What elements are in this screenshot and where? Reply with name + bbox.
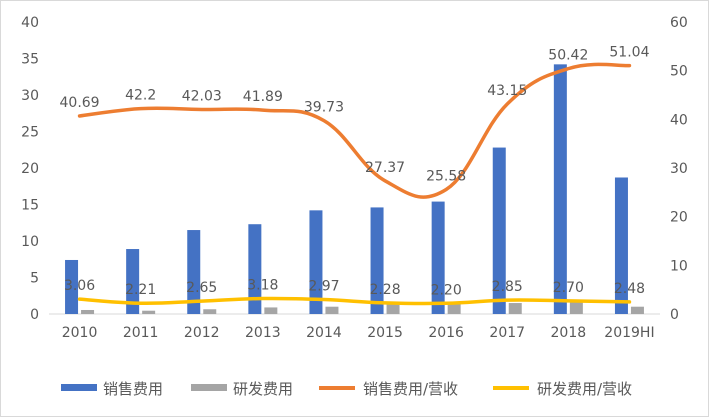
sales-ratio-data-label: 51.04 (609, 45, 649, 61)
bar-rd-expense (569, 302, 583, 314)
x-tick-label: 2016 (428, 325, 464, 341)
sales-ratio-data-label: 39.73 (304, 100, 344, 116)
bar-rd-expense (142, 310, 156, 314)
legend-rd-expense-swatch (191, 384, 227, 391)
x-tick-label: 2011 (123, 325, 159, 341)
sales-ratio-line (77, 62, 632, 199)
sales-ratio-data-label: 42.03 (182, 88, 222, 104)
sales-ratio-data-label: 50.42 (548, 48, 588, 64)
bar-sales-expense (370, 207, 384, 314)
x-tick-label: 2018 (551, 325, 587, 341)
sales-ratio-data-label: 43.15 (487, 83, 527, 99)
x-tick-label: 2014 (306, 325, 342, 341)
bar-sales-expense (492, 147, 506, 314)
rd-ratio-data-label: 2.21 (125, 282, 156, 298)
legend-rd-expense-label: 研发费用 (233, 380, 293, 398)
y-right-tick-label: 10 (670, 258, 688, 274)
sales-ratio-data-label: 25.58 (426, 169, 466, 185)
y-right-tick-label: 0 (670, 307, 679, 323)
y-right-tick-label: 50 (670, 64, 688, 80)
x-tick-label: 2019HI (604, 325, 654, 341)
y-left-tick-label: 25 (21, 125, 39, 141)
y-right-tick-label: 30 (670, 161, 688, 177)
legend-sales-expense-label: 销售费用 (103, 380, 163, 398)
x-tick-label: 2013 (245, 325, 281, 341)
x-tick-label: 2010 (62, 325, 98, 341)
sales-ratio-data-label: 27.37 (365, 160, 405, 176)
bar-sales-expense (309, 210, 323, 314)
rd-ratio-data-label: 2.97 (308, 279, 339, 295)
y-left-tick-label: 20 (21, 161, 39, 177)
bar-sales-expense (553, 64, 567, 314)
bar-rd-expense (447, 304, 461, 314)
bar-sales-expense (65, 259, 79, 314)
y-right-tick-label: 40 (670, 112, 688, 128)
bar-sales-expense (614, 177, 628, 314)
bar-rd-expense (630, 306, 644, 314)
bar-sales-expense (187, 230, 201, 314)
rd-ratio-data-label: 2.70 (553, 280, 584, 296)
rd-ratio-data-label: 2.65 (186, 280, 217, 296)
legend-sales-expense-swatch (61, 384, 97, 391)
y-right-tick-label: 20 (670, 210, 688, 226)
legend-sales-ratio-label: 销售费用/营收 (363, 380, 458, 398)
rd-ratio-data-label: 3.18 (247, 278, 278, 294)
bar-rd-expense (264, 307, 278, 314)
legend-rd-ratio-label: 研发费用/营收 (537, 380, 632, 398)
x-tick-label: 2015 (367, 325, 403, 341)
bar-sales-expense (126, 249, 140, 314)
rd-ratio-line (77, 296, 632, 306)
bar-sales-expense (431, 201, 445, 314)
y-left-tick-label: 35 (21, 52, 39, 68)
bar-rd-expense (386, 304, 400, 314)
y-left-tick-label: 30 (21, 88, 39, 104)
y-right-tick-label: 60 (670, 15, 688, 31)
sales-ratio-data-label: 40.69 (60, 95, 100, 111)
rd-ratio-data-label: 2.20 (431, 282, 462, 298)
bar-sales-expense (248, 224, 262, 314)
bar-rd-expense (508, 303, 522, 314)
rd-ratio-data-label: 2.48 (614, 281, 645, 297)
rd-ratio-data-label: 3.06 (64, 278, 95, 294)
bar-rd-expense (325, 306, 339, 314)
y-left-tick-label: 10 (21, 234, 39, 250)
bar-rd-expense (81, 309, 95, 314)
sales-ratio-data-label: 41.89 (243, 89, 283, 105)
y-left-tick-label: 40 (21, 15, 39, 31)
bar-rd-expense (203, 309, 217, 314)
rd-ratio-data-label: 2.28 (369, 282, 400, 298)
x-tick-label: 2017 (489, 325, 525, 341)
y-left-tick-label: 0 (30, 307, 39, 323)
x-tick-label: 2012 (184, 325, 220, 341)
sales-ratio-data-label: 42.2 (125, 88, 156, 104)
y-left-tick-label: 15 (21, 198, 39, 214)
rd-ratio-data-label: 2.85 (492, 279, 523, 295)
y-left-tick-label: 5 (30, 271, 39, 287)
